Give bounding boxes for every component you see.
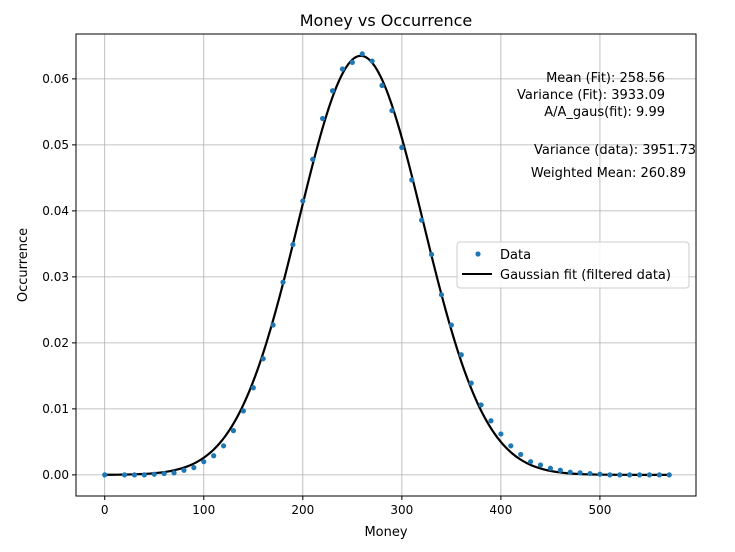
data-point <box>597 471 603 477</box>
annotation-variance-data: Variance (data): 3951.73 <box>534 143 696 158</box>
data-point <box>428 251 435 258</box>
data-point <box>131 472 138 478</box>
data-point <box>607 472 613 478</box>
legend-data-marker <box>475 251 481 257</box>
data-point <box>102 472 108 478</box>
data-point <box>458 352 464 358</box>
data-point <box>547 465 554 471</box>
data-point <box>310 156 316 162</box>
data-point <box>211 453 217 459</box>
x-tick-label: 400 <box>489 503 512 517</box>
data-point <box>666 472 672 478</box>
data-point <box>577 470 583 476</box>
legend-box <box>456 241 690 289</box>
data-point <box>161 470 167 477</box>
data-point <box>468 380 474 386</box>
x-axis-label: Money <box>364 525 407 540</box>
data-point <box>557 467 563 473</box>
y-tick-label: 0.03 <box>42 270 69 284</box>
x-tick-label: 300 <box>390 503 413 517</box>
data-point <box>300 198 306 204</box>
chart-title: Money vs Occurrence <box>300 11 473 30</box>
data-point <box>587 470 593 477</box>
annotation-mean-fit: Mean (Fit): 258.56 <box>546 71 665 86</box>
data-point <box>656 472 662 478</box>
data-point <box>151 471 157 477</box>
data-point <box>448 322 454 328</box>
data-point <box>220 443 227 449</box>
legend-fit-label: Gaussian fit (filtered data) <box>500 268 671 283</box>
data-point <box>181 467 187 473</box>
data-point <box>438 292 445 298</box>
y-tick-label: 0.02 <box>42 336 69 350</box>
data-point <box>478 402 484 408</box>
annotation-weighted-mean: Weighted Mean: 260.89 <box>531 166 686 181</box>
data-point <box>389 107 395 114</box>
data-point <box>270 322 276 328</box>
y-axis-label: Occurrence <box>16 228 31 302</box>
data-point <box>290 241 296 248</box>
data-point <box>240 408 246 414</box>
data-point <box>349 59 355 65</box>
data-point <box>201 459 207 465</box>
gaussian-fit-line <box>104 54 670 476</box>
x-tick-label: 100 <box>192 503 215 517</box>
data-point <box>339 66 346 72</box>
data-point <box>627 472 633 478</box>
data-point <box>399 144 405 151</box>
data-point <box>646 472 653 478</box>
x-tick-label: 500 <box>588 503 611 517</box>
data-point <box>409 177 415 183</box>
y-tick-label: 0.01 <box>42 402 69 416</box>
data-point <box>260 356 266 362</box>
data-point <box>617 472 623 478</box>
data-point <box>359 51 365 57</box>
data-point <box>528 459 534 465</box>
x-tick-label: 200 <box>291 503 314 517</box>
data-point <box>320 115 326 122</box>
data-point <box>121 472 128 478</box>
annotation-a-gaus-fit: A/A_gaus(fit): 9.99 <box>544 105 665 120</box>
legend-data-label: Data <box>500 248 531 263</box>
data-point <box>488 418 494 424</box>
data-point <box>329 88 336 94</box>
y-ticks: 0.00 0.01 0.02 0.03 0.04 0.05 0.06 <box>42 72 76 482</box>
points-layer <box>102 51 672 478</box>
data-point <box>537 462 544 468</box>
annotation-variance-fit: Variance (Fit): 3933.09 <box>517 88 665 103</box>
data-point <box>379 82 385 89</box>
y-tick-label: 0.00 <box>42 468 69 482</box>
data-point <box>141 472 147 478</box>
data-point <box>508 443 514 449</box>
data-point <box>171 470 177 476</box>
data-point <box>636 472 643 478</box>
data-point <box>518 451 524 458</box>
data-point <box>280 279 286 285</box>
data-point <box>498 431 504 437</box>
data-point <box>191 465 197 471</box>
x-tick-label: 0 <box>101 503 109 517</box>
data-point <box>567 469 573 475</box>
y-tick-label: 0.04 <box>42 204 69 218</box>
y-tick-label: 0.06 <box>42 72 69 86</box>
fit-layer <box>104 54 670 476</box>
plot-frame <box>75 33 697 497</box>
data-point <box>419 217 425 223</box>
legend: Data Gaussian fit (filtered data) <box>456 241 690 289</box>
data-point <box>230 428 237 434</box>
y-tick-label: 0.05 <box>42 138 69 152</box>
x-ticks: 0 100 200 300 400 500 <box>101 496 611 517</box>
data-point <box>369 58 375 64</box>
data-point <box>250 385 256 391</box>
